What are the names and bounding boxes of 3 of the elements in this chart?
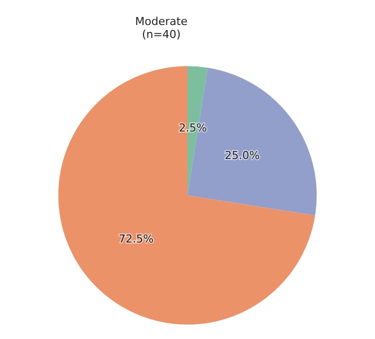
data-label: 72.5% [118,232,154,246]
chart-title: Moderate (n=40) [135,15,188,41]
data-label: 25.0% [224,149,260,162]
